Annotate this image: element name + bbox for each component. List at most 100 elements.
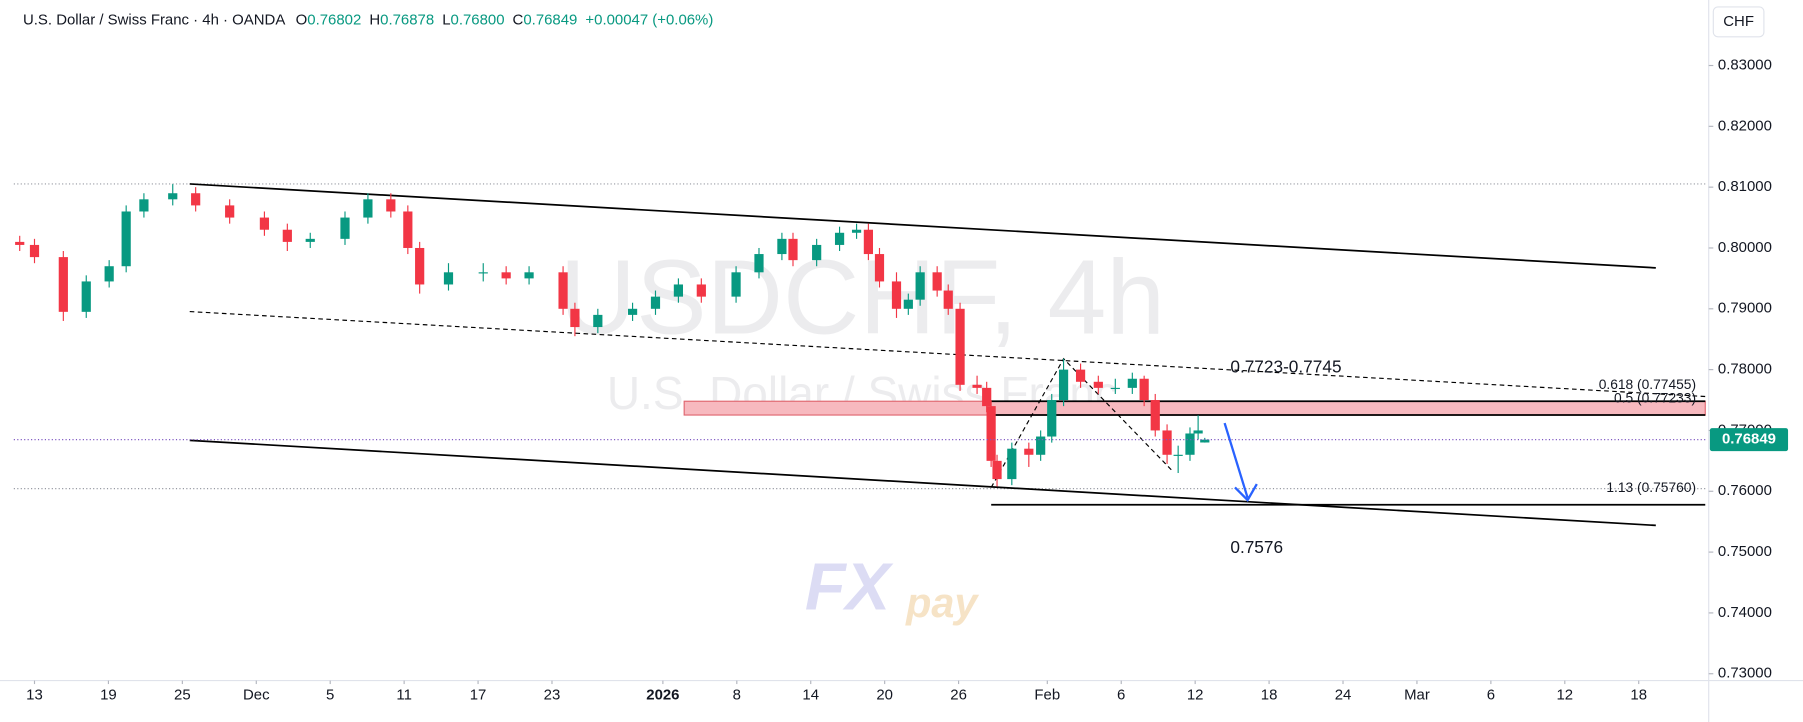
fib-label: 1.13 (0.75760) — [1606, 480, 1696, 495]
candle-body — [1193, 430, 1203, 434]
candle-body — [1127, 378, 1137, 388]
candle-body — [104, 266, 114, 282]
candle-body — [1162, 430, 1172, 455]
candle-body — [650, 296, 661, 309]
ohlc-value: 0.76878 — [380, 12, 434, 29]
axes: 0.730000.740000.750000.760000.770000.780… — [13, 56, 1789, 704]
x-tick-label: 20 — [876, 687, 893, 704]
candle-body — [58, 257, 68, 312]
x-tick-label: Dec — [243, 687, 270, 704]
x-tick-label: 18 — [1630, 687, 1647, 704]
ohlc-label: L — [442, 12, 450, 29]
candle-body — [627, 308, 638, 315]
x-tick-label: 6 — [1487, 687, 1495, 704]
candle-body — [593, 314, 603, 328]
x-tick-label: Feb — [1034, 687, 1060, 704]
x-tick-label: 8 — [733, 687, 741, 704]
y-tick-label: 0.79000 — [1718, 300, 1772, 317]
candle-body — [558, 272, 568, 309]
candle-body — [305, 238, 315, 242]
currency-box — [1712, 6, 1765, 38]
x-tick-label: 26 — [950, 687, 967, 704]
target-label: 0.7576 — [1230, 537, 1283, 557]
candle-body — [443, 272, 454, 285]
candle-body — [992, 460, 1002, 480]
candle-body — [1150, 400, 1160, 431]
logo-fx: FX — [805, 551, 894, 625]
candle-body — [986, 406, 996, 461]
x-tick-label: 18 — [1261, 687, 1278, 704]
x-tick-label: 19 — [100, 687, 117, 704]
y-tick-label: 0.73000 — [1718, 665, 1772, 682]
ohlc-label: H — [369, 12, 380, 29]
candle-body — [1185, 433, 1195, 455]
x-tick-label: 5 — [326, 687, 334, 704]
ohlc-label: O — [296, 12, 308, 29]
candle-body — [673, 284, 684, 297]
x-tick-label: 13 — [26, 687, 43, 704]
candle-body — [386, 199, 396, 212]
candle-body — [29, 244, 40, 258]
candle-body — [903, 299, 913, 309]
candle-body — [1093, 381, 1103, 388]
candle-body — [1139, 378, 1149, 401]
candle-body — [363, 199, 373, 218]
candle-body — [403, 211, 413, 248]
candle-body — [834, 232, 845, 245]
candle-body — [415, 247, 425, 285]
candle-body — [1075, 369, 1086, 382]
candle-body — [191, 193, 201, 206]
candle-body — [282, 229, 292, 242]
trendline — [189, 183, 1656, 269]
candle-body — [1047, 400, 1057, 437]
candle-body — [915, 272, 925, 300]
y-tick-label: 0.81000 — [1718, 178, 1772, 195]
ohlc-value: 0.76800 — [451, 12, 505, 29]
currency: CHF — [1723, 13, 1754, 30]
candle-body — [1007, 448, 1017, 480]
last-price-tag — [1709, 428, 1789, 452]
resistance-zone — [683, 400, 1706, 416]
trendline — [189, 439, 1656, 527]
candle-body — [731, 272, 741, 297]
y-tick-label: 0.80000 — [1718, 239, 1772, 256]
y-tick-label: 0.75000 — [1718, 543, 1772, 560]
y-tick-label: 0.83000 — [1718, 56, 1772, 73]
ohlc-label: C — [513, 12, 524, 29]
x-tick-label: 24 — [1335, 687, 1352, 704]
candle-body — [1110, 387, 1120, 390]
x-tick-label: 14 — [802, 687, 819, 704]
candle-body — [1036, 436, 1046, 455]
candle-body — [982, 387, 992, 407]
x-tick-label: 17 — [470, 687, 487, 704]
x-tick-label: 6 — [1117, 687, 1125, 704]
candle-body — [1024, 448, 1034, 455]
candle-body — [81, 281, 91, 312]
last-price-label: 0.76849 — [1722, 431, 1776, 448]
candle-body — [754, 254, 764, 273]
ohlc-value: 0.76802 — [307, 12, 361, 29]
change: +0.00047 (+0.06%) — [585, 12, 713, 29]
arrow — [1223, 422, 1249, 499]
x-tick-label: 2026 — [646, 687, 679, 704]
y-tick-label: 0.74000 — [1718, 604, 1772, 621]
candle-body — [972, 384, 982, 388]
x-tick-label: 25 — [174, 687, 191, 704]
candle-body — [1200, 439, 1210, 443]
y-tick-label: 0.76000 — [1718, 482, 1772, 499]
y-tick-label: 0.78000 — [1718, 361, 1772, 378]
candle-body — [863, 229, 874, 255]
header-bg — [16, 6, 764, 33]
fib-label: 0.618 (0.77455) — [1599, 377, 1696, 392]
candle-body — [570, 308, 580, 328]
logo-pay: pay — [905, 580, 979, 626]
x-tick-label: Mar — [1404, 687, 1430, 704]
candle-body — [168, 193, 178, 200]
candle-body — [851, 229, 862, 233]
candle-body — [478, 272, 488, 274]
y-tick-label: 0.82000 — [1718, 117, 1772, 134]
candles — [15, 184, 1210, 487]
